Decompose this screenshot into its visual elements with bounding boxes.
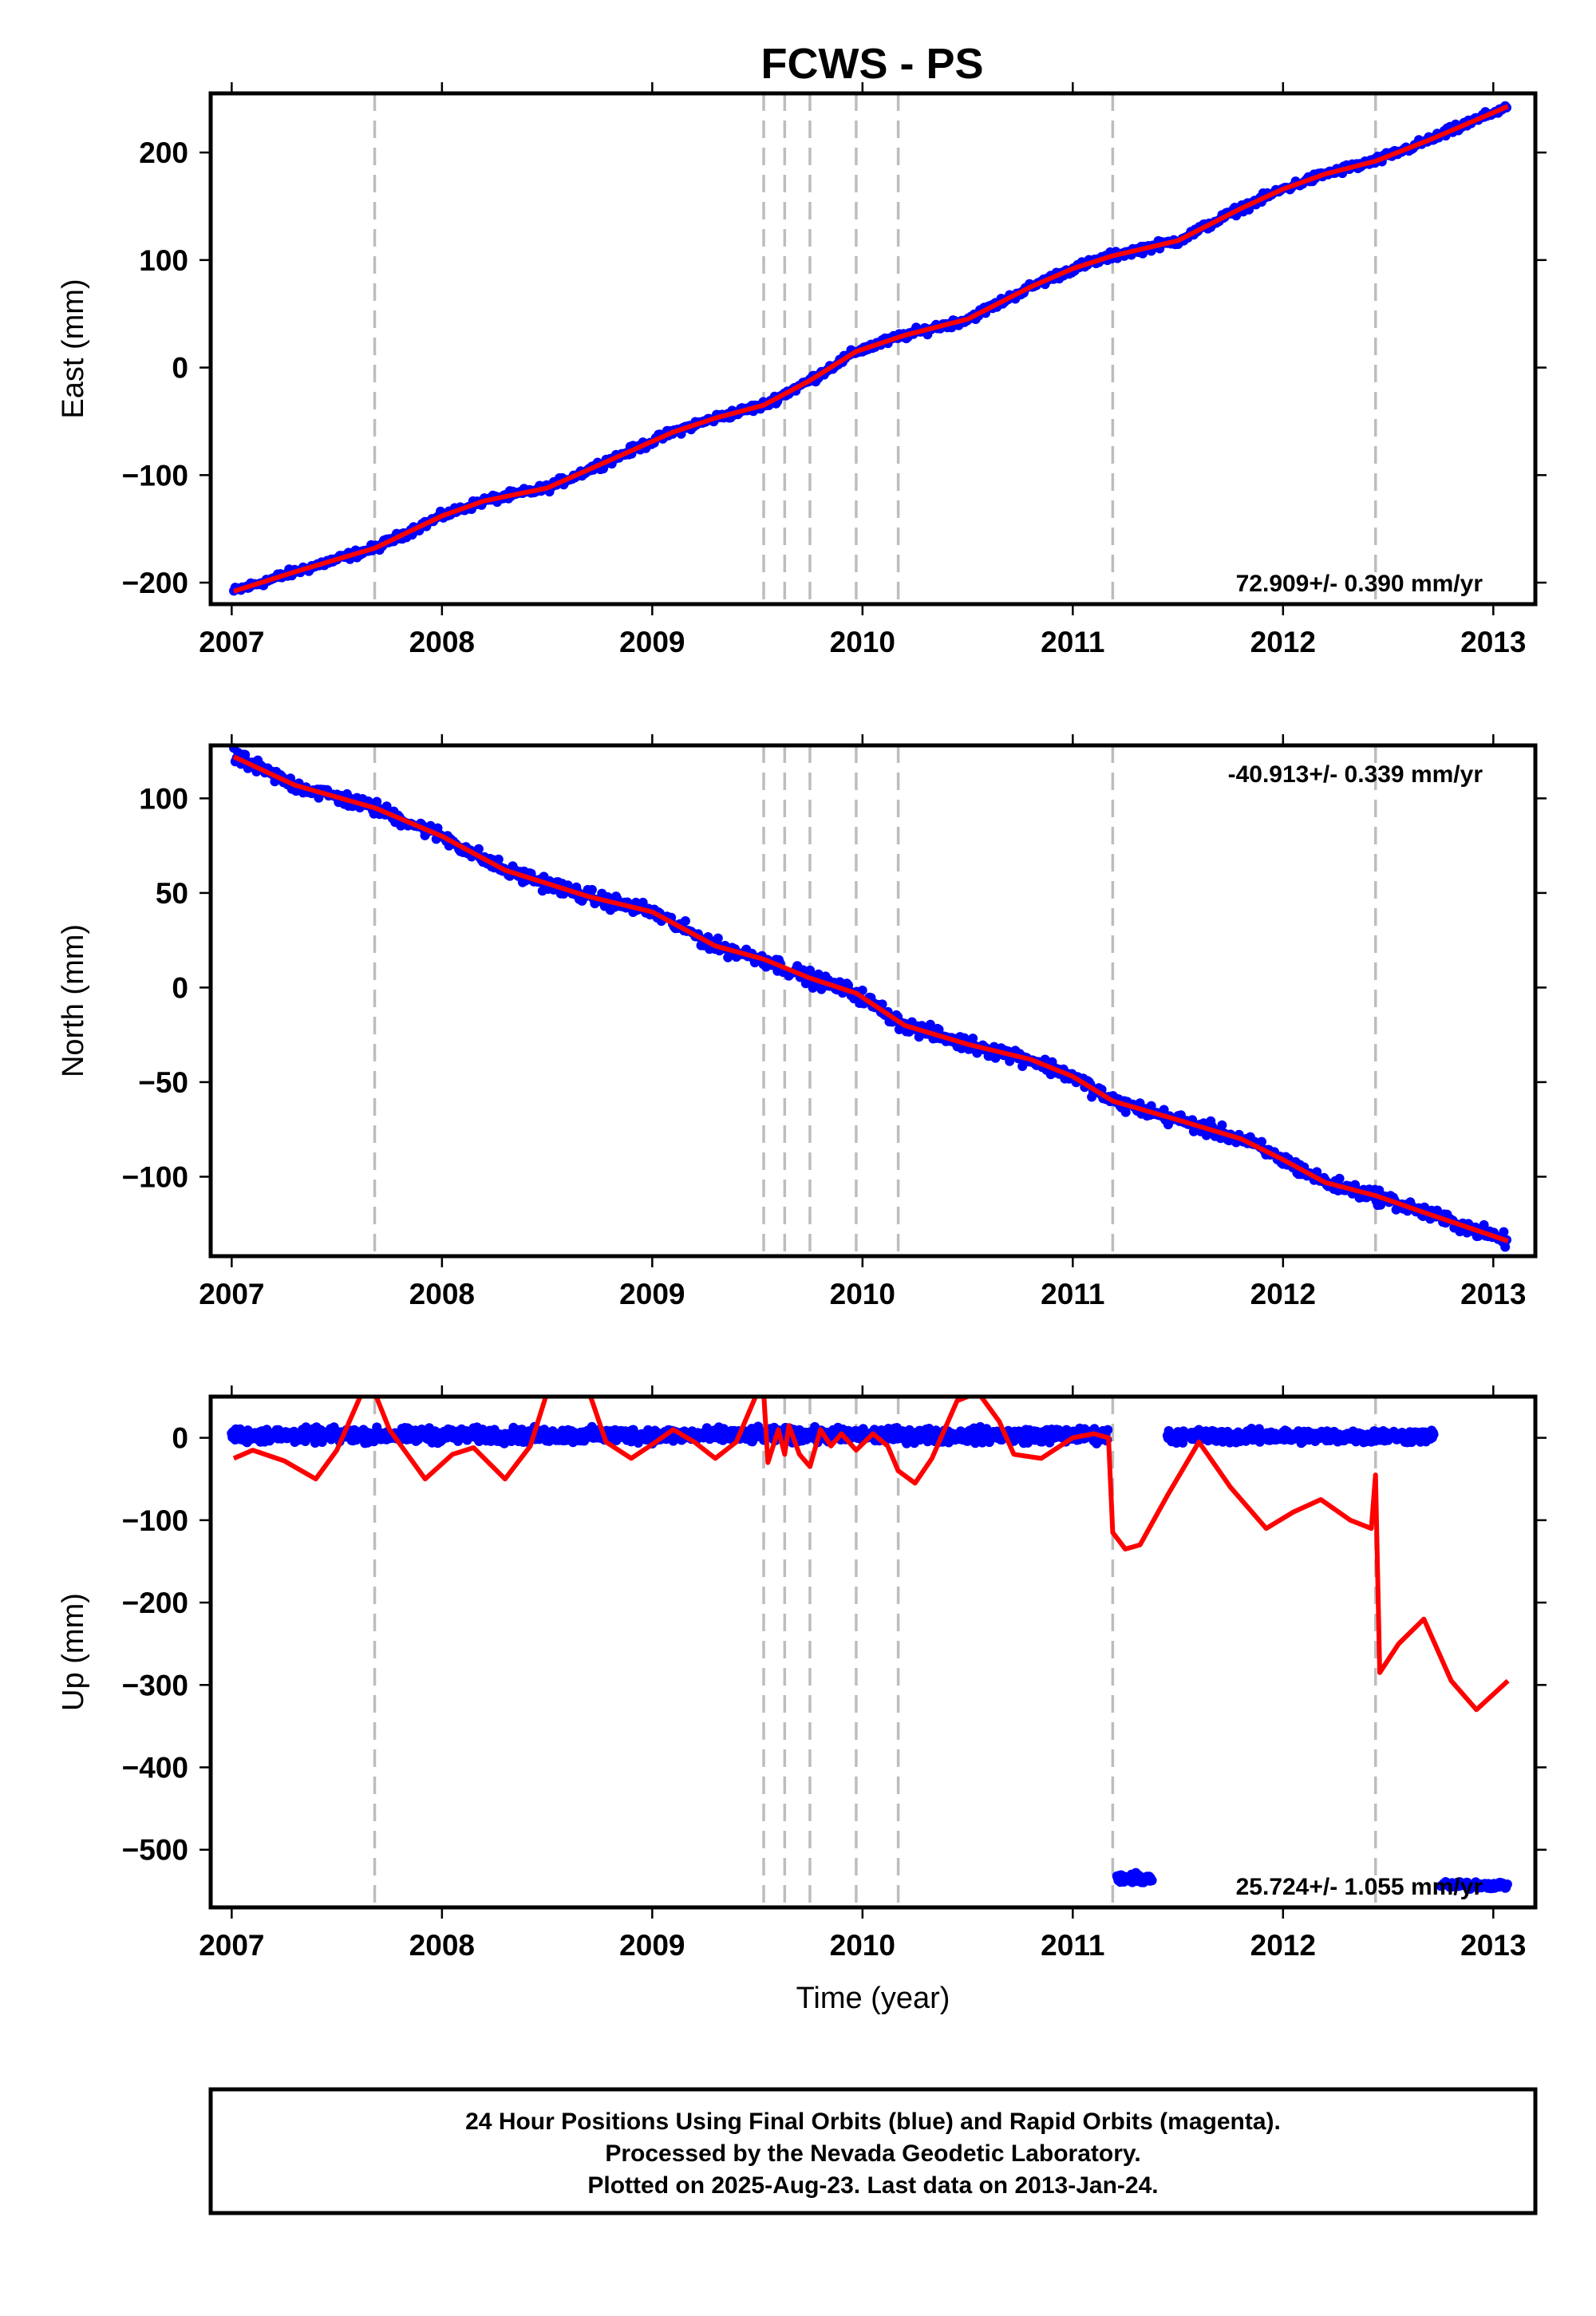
plot-frame bbox=[208, 1394, 1538, 1910]
x-tick-label: 2011 bbox=[1041, 1278, 1104, 1310]
figure-title: FCWS - PS bbox=[761, 40, 984, 88]
x-tick-label: 2013 bbox=[1460, 1278, 1526, 1310]
data-points bbox=[227, 1421, 1512, 1894]
fit-line bbox=[232, 754, 1509, 1243]
data-point-897 bbox=[1499, 1227, 1509, 1237]
data-point-173 bbox=[473, 844, 484, 854]
data-point-1778 bbox=[1502, 1879, 1512, 1889]
data-point-187 bbox=[493, 854, 504, 864]
data-point-492 bbox=[925, 1019, 935, 1030]
y-tick-label: 200 bbox=[139, 136, 188, 169]
x-tick-label: 2010 bbox=[830, 626, 895, 658]
east-panel: 2007 2008 2009 2010 2011 2012 2013 −200 −100 0 100… bbox=[57, 82, 1547, 658]
y-tick-label: 0 bbox=[172, 352, 188, 385]
data-point-781 bbox=[1334, 1173, 1345, 1184]
north-panel: 2007 2008 2009 2010 2011 2012 2013 −100 −50 0 50 10… bbox=[57, 734, 1547, 1310]
x-axis-label: Time (year) bbox=[796, 1982, 950, 2015]
x-tick-label: 2010 bbox=[830, 1929, 895, 1962]
data-point-108 bbox=[381, 801, 392, 812]
y-tick-label: −200 bbox=[122, 1587, 188, 1619]
data-point-289 bbox=[638, 897, 648, 907]
y-tick-label: −100 bbox=[122, 459, 188, 492]
rate-label: 72.909+/- 0.390 mm/yr bbox=[1236, 571, 1483, 597]
x-tick-label: 2011 bbox=[1041, 1929, 1104, 1962]
x-tick-label: 2013 bbox=[1460, 626, 1526, 658]
data-point-1250 bbox=[1103, 1425, 1113, 1435]
y-tick-label: 50 bbox=[156, 877, 188, 910]
y-tick-label: 0 bbox=[172, 1422, 188, 1455]
data-point-898 bbox=[1500, 1242, 1511, 1252]
data-point-726 bbox=[1257, 1136, 1266, 1147]
y-tick-label: 100 bbox=[139, 244, 188, 277]
plot-frame bbox=[208, 743, 1538, 1259]
data-point-522 bbox=[968, 1034, 978, 1044]
x-tick-label: 2013 bbox=[1460, 1929, 1526, 1962]
footer-line-2: Processed by the Nevada Geodetic Laborat… bbox=[605, 2140, 1140, 2167]
data-points bbox=[229, 743, 1511, 1252]
rate-label: -40.913+/- 0.339 mm/yr bbox=[1228, 761, 1483, 788]
data-point-657 bbox=[1159, 1105, 1169, 1115]
x-tick-label: 2010 bbox=[830, 1278, 895, 1310]
x-tick-label: 2007 bbox=[199, 626, 264, 658]
y-tick-label: −200 bbox=[122, 567, 188, 599]
data-point-253 bbox=[587, 884, 597, 895]
y-axis-label: North (mm) bbox=[57, 924, 90, 1077]
fit-line bbox=[233, 104, 1509, 594]
data-point-630 bbox=[1120, 1107, 1131, 1117]
y-axis-label: Up (mm) bbox=[57, 1593, 90, 1711]
x-tick-label: 2008 bbox=[409, 1278, 475, 1310]
y-tick-label: −500 bbox=[122, 1834, 188, 1867]
data-point-1682 bbox=[1147, 1875, 1157, 1886]
data-point-444 bbox=[857, 986, 867, 995]
x-tick-label: 2007 bbox=[199, 1278, 264, 1310]
y-tick-label: −50 bbox=[138, 1066, 188, 1099]
x-tick-label: 2008 bbox=[409, 626, 475, 658]
data-point-319 bbox=[680, 916, 690, 926]
data-point-1631 bbox=[1428, 1429, 1439, 1440]
x-tick-label: 2009 bbox=[619, 1929, 685, 1962]
x-tick-label: 2011 bbox=[1041, 626, 1104, 658]
data-point-342 bbox=[713, 933, 723, 943]
y-axis-label: East (mm) bbox=[57, 279, 90, 418]
footer-line-1: 24 Hour Positions Using Final Orbits (bl… bbox=[465, 2109, 1281, 2135]
y-tick-label: −100 bbox=[122, 1160, 188, 1193]
x-tick-label: 2009 bbox=[619, 626, 685, 658]
x-tick-label: 2007 bbox=[199, 1929, 264, 1962]
data-point-883 bbox=[1479, 1219, 1489, 1230]
x-tick-label: 2009 bbox=[619, 1278, 685, 1310]
x-tick-label: 2008 bbox=[409, 1929, 475, 1962]
y-tick-label: 0 bbox=[172, 971, 188, 1004]
y-tick-label: −100 bbox=[122, 1504, 188, 1537]
data-point-698 bbox=[1217, 1120, 1227, 1130]
x-tick-label: 2012 bbox=[1250, 1278, 1316, 1310]
y-tick-label: −300 bbox=[122, 1669, 188, 1701]
plot-frame bbox=[208, 91, 1538, 607]
up-panel: 2007 2008 2009 2010 2011 2012 2013 −500 −400 −300… bbox=[57, 1385, 1547, 2015]
footer-line-3: Plotted on 2025-Aug-23. Last data on 201… bbox=[587, 2172, 1158, 2199]
footer-box: 24 Hour Positions Using Final Orbits (bl… bbox=[208, 2087, 1538, 2215]
rate-label: 25.724+/- 1.055 mm/yr bbox=[1236, 1874, 1483, 1900]
fit-line bbox=[232, 1397, 1510, 1713]
y-tick-label: −400 bbox=[122, 1752, 188, 1784]
x-tick-label: 2012 bbox=[1250, 1929, 1316, 1962]
x-tick-label: 2012 bbox=[1250, 626, 1316, 658]
data-point-409 bbox=[808, 982, 818, 993]
data-point-648 bbox=[1146, 1101, 1156, 1111]
y-tick-label: 100 bbox=[139, 782, 188, 815]
